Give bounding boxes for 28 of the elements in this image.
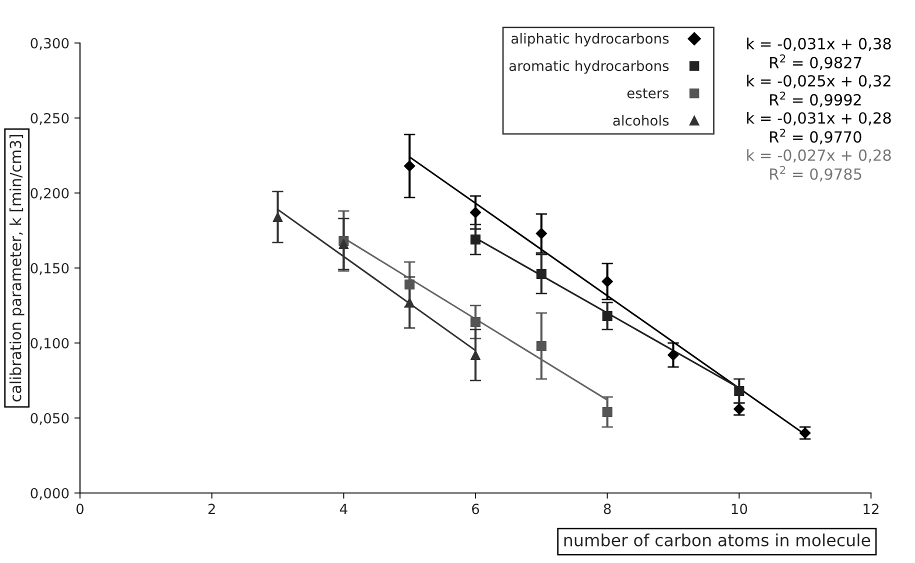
- annotation: R$^{2}$ = 0,9827: [770, 54, 862, 70]
- annotation: k = -0,031x + 0,28: [747, 112, 891, 126]
- legend-label: esters: [627, 88, 669, 98]
- annotation: k = -0,027x + 0,28: [747, 149, 891, 163]
- y-tick-label: 0,300: [30, 38, 69, 50]
- annotation: R$^{2}$ = 0,9770: [770, 128, 862, 144]
- x-tick-label: 12: [864, 504, 878, 514]
- y-tick-label: 0,150: [30, 262, 69, 275]
- x-tick-label: 6: [472, 504, 480, 514]
- annotation: k = -0,025x + 0,32: [747, 74, 890, 88]
- legend-label: aromatic hydrocarbons: [509, 60, 669, 74]
- legend-label: alcohols: [613, 114, 669, 126]
- x-axis-title: number of carbon atoms in molecule: [564, 534, 870, 546]
- x-tick-label: 4: [340, 504, 348, 514]
- annotation: k = -0,031x + 0,38: [747, 38, 891, 52]
- y-tick-label: 0,200: [30, 188, 69, 200]
- x-tick-label: 10: [732, 504, 748, 514]
- y-tick-label: 0,100: [30, 338, 69, 350]
- y-tick-label: 0,250: [30, 112, 69, 125]
- y-tick-label: 0,050: [30, 412, 69, 425]
- annotation: R$^{2}$ = 0,9992: [770, 92, 861, 108]
- x-tick-label: 2: [208, 504, 215, 514]
- legend-label: aliphatic hydrocarbons: [511, 33, 669, 46]
- y-axis-title: calibration parameter, k [min/cm3]: [9, 134, 24, 402]
- annotation: R$^{2}$ = 0,9785: [770, 166, 862, 182]
- y-tick-label: 0,000: [30, 488, 69, 500]
- x-tick-label: 8: [604, 504, 611, 514]
- x-tick-label: 0: [76, 504, 84, 514]
